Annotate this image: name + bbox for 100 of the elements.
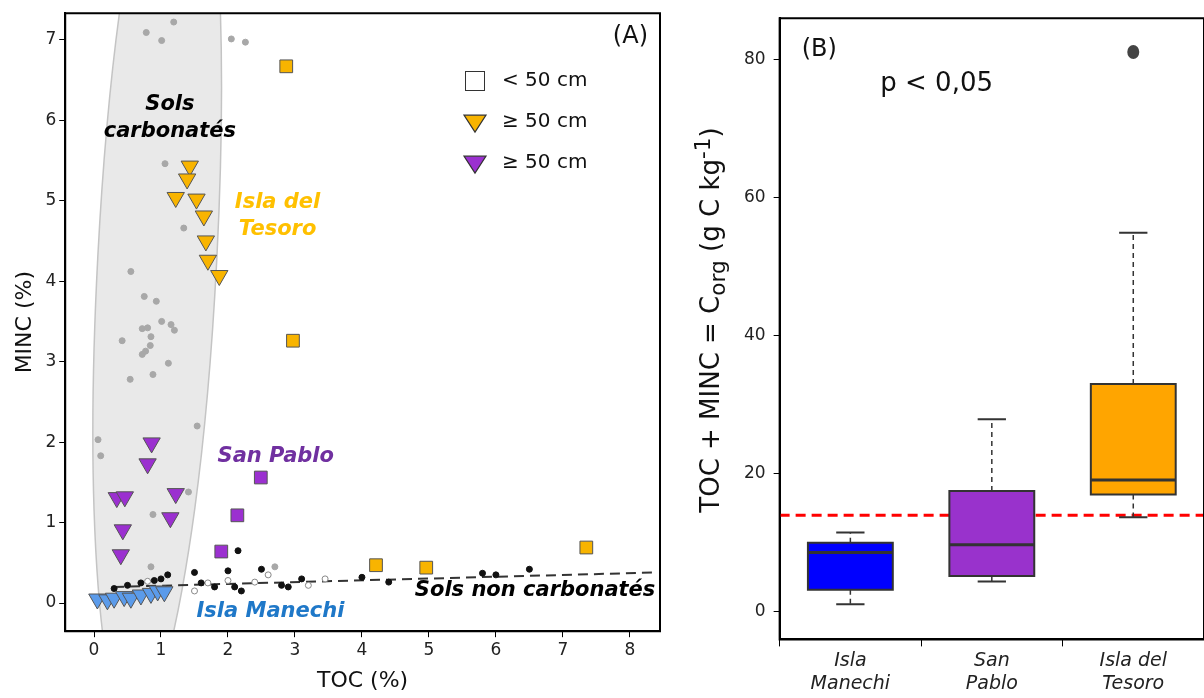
point bbox=[492, 571, 500, 579]
point bbox=[180, 224, 188, 232]
point bbox=[138, 325, 146, 333]
y-tick-label: 7 bbox=[45, 28, 57, 49]
point bbox=[190, 587, 198, 595]
point bbox=[127, 268, 135, 276]
x-tick-label: 0 bbox=[88, 638, 100, 659]
point bbox=[166, 191, 185, 208]
point bbox=[227, 35, 235, 43]
point bbox=[193, 422, 201, 430]
annotation: Isla del Tesoro bbox=[234, 188, 322, 240]
x-tick-label: 7 bbox=[557, 638, 569, 659]
point bbox=[144, 324, 152, 332]
y-tick-label: 20 bbox=[743, 462, 766, 483]
point bbox=[161, 160, 169, 168]
point bbox=[204, 579, 212, 587]
point bbox=[184, 488, 192, 496]
point bbox=[279, 59, 294, 74]
x-tick-label: 5 bbox=[423, 638, 435, 659]
chart-title: (A) bbox=[612, 21, 648, 50]
point bbox=[231, 583, 239, 591]
point bbox=[150, 577, 158, 585]
point bbox=[137, 579, 145, 587]
point bbox=[147, 333, 155, 341]
annotation: Sols carbonatés bbox=[103, 90, 237, 142]
point bbox=[251, 578, 259, 586]
point bbox=[164, 571, 172, 579]
annotation: San Pablo bbox=[217, 442, 334, 467]
point bbox=[419, 560, 434, 575]
point bbox=[224, 577, 232, 585]
x-axis-title: TOC (%) bbox=[316, 666, 409, 692]
x-tick-label: 6 bbox=[490, 638, 502, 659]
y-axis-title: MINC (%) bbox=[10, 271, 36, 374]
x-tick-label: Isla Manechi bbox=[810, 647, 891, 693]
annotation: Sols non carbonatés bbox=[414, 576, 656, 601]
y-tick-label: 2 bbox=[45, 430, 57, 451]
point bbox=[230, 508, 245, 523]
point bbox=[253, 470, 268, 485]
point bbox=[241, 38, 249, 46]
legend-label: ≥ 50 cm bbox=[502, 149, 588, 174]
annotation: < 50 cm bbox=[502, 67, 588, 92]
x-tick-label: San Pablo bbox=[965, 647, 1018, 693]
x-tick-label: 8 bbox=[624, 638, 636, 659]
point bbox=[124, 581, 132, 589]
point bbox=[304, 581, 312, 589]
point bbox=[271, 563, 279, 571]
point bbox=[479, 569, 486, 577]
point bbox=[321, 575, 329, 583]
x-tick-label: 4 bbox=[356, 638, 368, 659]
point bbox=[110, 585, 118, 593]
y-tick-label: 3 bbox=[45, 350, 57, 371]
point bbox=[94, 436, 102, 444]
annotation: Isla Manechi bbox=[196, 597, 346, 622]
point bbox=[170, 326, 178, 334]
point bbox=[147, 563, 155, 571]
point bbox=[234, 547, 242, 555]
y-tick-label: 0 bbox=[754, 600, 766, 621]
legend-label: ≥ 50 cm bbox=[502, 108, 588, 133]
point bbox=[385, 578, 393, 586]
point bbox=[164, 359, 172, 367]
point bbox=[237, 587, 245, 595]
point bbox=[158, 37, 166, 45]
y-tick-label: 0 bbox=[45, 591, 57, 612]
x-tick-label: 1 bbox=[155, 638, 167, 659]
y-tick-label: 6 bbox=[45, 108, 57, 129]
text: (B) bbox=[801, 34, 837, 63]
x-tick-label: 3 bbox=[289, 638, 301, 659]
point bbox=[257, 565, 265, 573]
point bbox=[579, 540, 594, 555]
point bbox=[224, 567, 232, 575]
point bbox=[142, 347, 150, 355]
point bbox=[158, 317, 166, 325]
point bbox=[298, 575, 306, 583]
y-tick-label: 1 bbox=[45, 510, 57, 531]
point bbox=[211, 583, 219, 591]
point bbox=[144, 577, 152, 585]
point bbox=[369, 558, 383, 573]
point bbox=[170, 18, 178, 26]
point bbox=[149, 371, 157, 379]
point bbox=[525, 565, 533, 573]
x-tick-label: 2 bbox=[222, 638, 234, 659]
y-tick-label: 60 bbox=[743, 186, 766, 207]
point bbox=[278, 581, 286, 589]
point bbox=[149, 511, 157, 519]
point bbox=[152, 297, 160, 305]
point bbox=[284, 583, 292, 591]
y-tick-label: 4 bbox=[45, 269, 57, 290]
point bbox=[146, 342, 154, 350]
point bbox=[190, 568, 198, 576]
point bbox=[140, 292, 148, 300]
point bbox=[358, 573, 366, 581]
point bbox=[126, 375, 134, 383]
x-tick-label: Isla del Tesoro bbox=[1099, 647, 1168, 693]
annotation: p < 0,05 bbox=[880, 66, 994, 97]
y-tick-label: 40 bbox=[743, 324, 766, 345]
point bbox=[142, 29, 150, 37]
point bbox=[214, 544, 229, 559]
point bbox=[197, 579, 205, 587]
y-tick-label: 80 bbox=[743, 48, 766, 69]
point bbox=[167, 321, 175, 329]
